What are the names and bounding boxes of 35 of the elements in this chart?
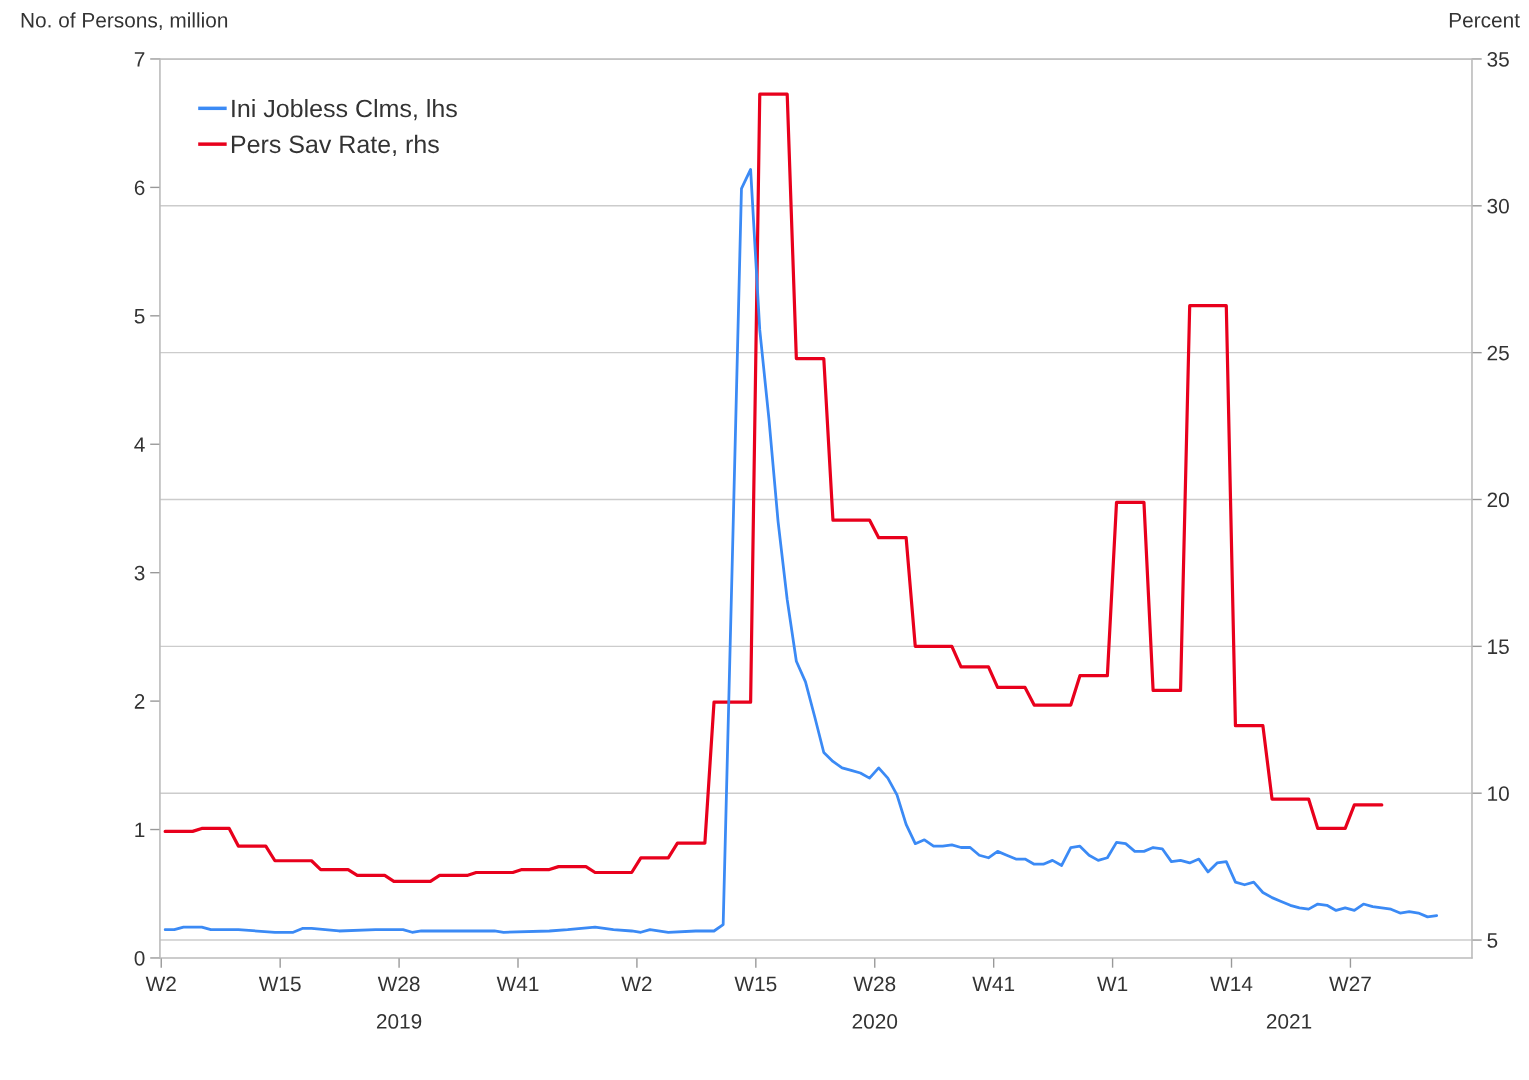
y2-tick-label: 25 xyxy=(1487,345,1509,361)
y2-tick-label: 15 xyxy=(1488,639,1509,655)
y-axis-title: No. of Persons, million xyxy=(21,12,228,31)
line-series xyxy=(163,168,1439,934)
x-tick-label: W2 xyxy=(145,976,176,992)
y2-tick-label: 30 xyxy=(1487,198,1509,214)
y2-tick-label: 5 xyxy=(1487,933,1498,948)
x-tick-label: W14 xyxy=(1210,976,1253,992)
line-series xyxy=(163,92,1384,883)
y2-axis-title: Percent xyxy=(1449,13,1520,28)
x2-tick-label: 2019 xyxy=(376,1014,422,1029)
y-tick-label: 3 xyxy=(134,565,145,581)
x-tick-label: W15 xyxy=(258,976,301,992)
x-tick-label: W1 xyxy=(1097,976,1128,992)
x2-tick-label: 2020 xyxy=(852,1014,898,1029)
y-tick-label: 6 xyxy=(134,180,145,196)
y-tick-label: 5 xyxy=(134,309,145,324)
x-tick-label: W28 xyxy=(377,976,420,992)
x-tick-label: W41 xyxy=(496,976,539,992)
x-tick-label: W2 xyxy=(621,976,652,992)
x-tick-label: W15 xyxy=(734,976,777,992)
y-tick-label: 7 xyxy=(134,52,145,67)
legend-label: Ini Jobless Clms, lhs xyxy=(232,98,457,121)
y2-tick-label: 20 xyxy=(1487,492,1509,508)
y-tick-label: 0 xyxy=(134,950,145,966)
y-tick-label: 4 xyxy=(134,437,145,452)
x2-tick-label: 2021 xyxy=(1266,1014,1312,1029)
x-tick-label: W27 xyxy=(1329,976,1371,992)
y2-tick-label: 35 xyxy=(1487,51,1509,67)
x-tick-label: W28 xyxy=(853,976,896,992)
y2-tick-label: 10 xyxy=(1488,786,1509,801)
y-tick-label: 1 xyxy=(135,822,145,838)
legend-label: Pers Sav Rate, rhs xyxy=(231,134,439,157)
y-tick-label: 2 xyxy=(134,694,145,709)
x-tick-label: W41 xyxy=(972,976,1015,992)
